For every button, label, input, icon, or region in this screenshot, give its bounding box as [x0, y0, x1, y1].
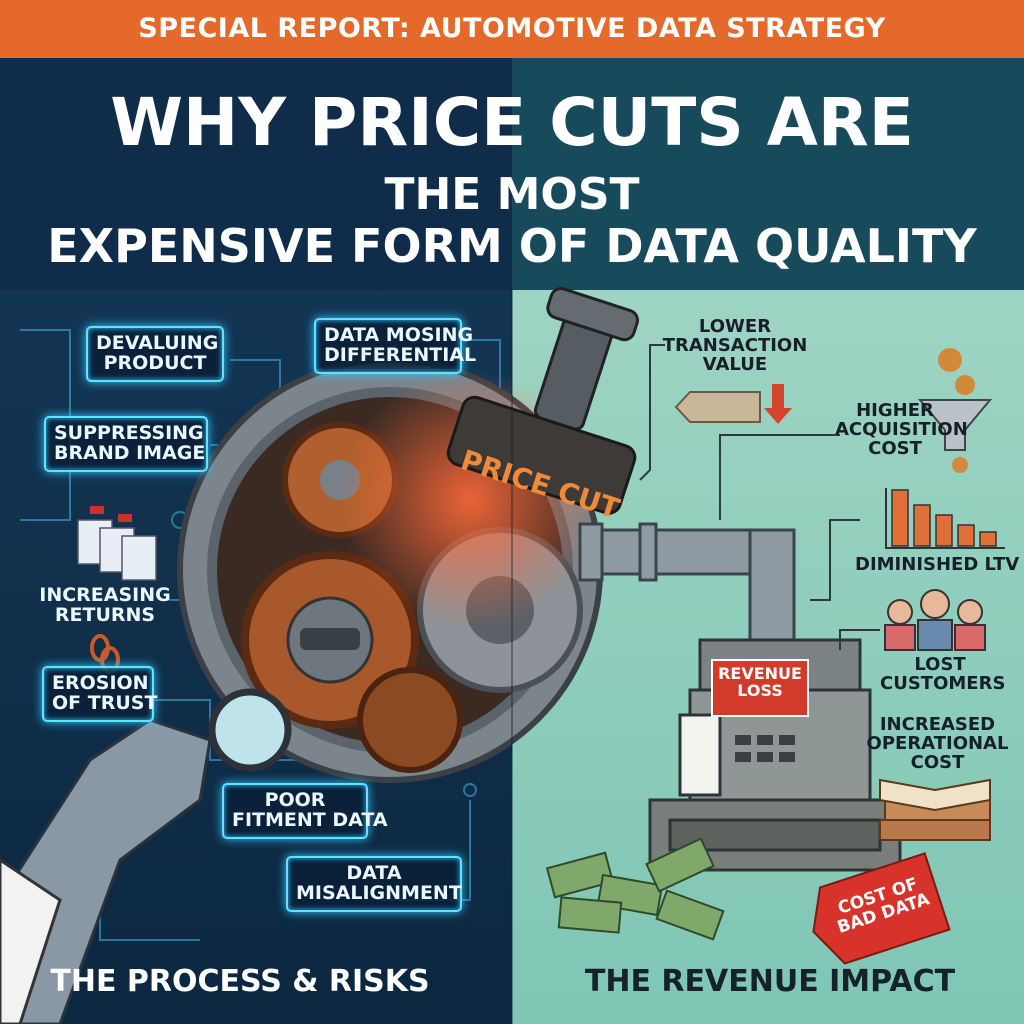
label-line: DIFFERENTIAL	[324, 343, 477, 366]
register-sign: REVENUE LOSS	[712, 664, 808, 700]
risk-label: DEVALUING PRODUCT	[86, 326, 224, 382]
label-line: CUSTOMERS	[880, 672, 1006, 694]
risk-label: SUPPRESSING BRAND IMAGE	[44, 416, 208, 472]
risk-label: EROSION OF TRUST	[42, 666, 158, 722]
label-line: INCREASING	[39, 584, 171, 606]
title-line: WHY PRICE CUTS ARE	[110, 84, 914, 161]
label-line: MISALIGNMENT	[296, 881, 462, 904]
impact-label: HIGHER ACQUISITION COST	[835, 400, 968, 459]
label-line: INCREASED	[879, 714, 996, 735]
label-line: TRANSACTION	[662, 334, 808, 356]
label-line: OPERATIONAL	[866, 732, 1009, 754]
label-line: COST	[910, 751, 965, 773]
label-line: SUPPRESSING	[54, 422, 204, 444]
impact-label: INCREASED OPERATIONAL COST	[865, 714, 1010, 773]
section-heading: THE PROCESS & RISKS	[50, 964, 430, 999]
label-line: DIMINISHED LTV	[855, 554, 1020, 575]
label-line: FITMENT DATA	[232, 808, 388, 831]
label-line: VALUE	[702, 353, 768, 375]
label-line: LOST	[914, 654, 966, 675]
label-line: RETURNS	[54, 603, 156, 626]
label-line: PRODUCT	[103, 351, 207, 374]
label-line: ACQUISITION	[835, 418, 968, 440]
label-line: BRAND IMAGE	[54, 441, 206, 464]
label-line: DEVALUING	[96, 332, 219, 354]
risk-label: DATA MISALIGNMENT	[286, 856, 462, 912]
section-heading: THE REVENUE IMPACT	[584, 964, 956, 999]
impact-label: LOST CUSTOMERS	[880, 654, 1006, 694]
title-line: THE MOST	[384, 169, 640, 220]
label-line: DATA MOSING	[324, 324, 474, 346]
label-line: DATA	[346, 862, 402, 884]
title-line: EXPENSIVE FORM OF DATA QUALITY	[47, 219, 977, 273]
risk-label: INCREASING RETURNS	[30, 584, 180, 626]
label-line: LOWER	[698, 316, 772, 337]
risk-label: POOR FITMENT DATA	[222, 783, 388, 839]
banner: SPECIAL REPORT: AUTOMOTIVE DATA STRATEGY	[138, 13, 886, 44]
risk-label: DATA MOSING DIFFERENTIAL	[314, 318, 477, 374]
label-line: HIGHER	[856, 400, 934, 421]
impact-label: DIMINISHED LTV	[855, 554, 1020, 575]
label-line: EROSION	[52, 672, 149, 694]
impact-label: LOWER TRANSACTION VALUE	[660, 316, 810, 375]
label-line: POOR	[264, 789, 326, 811]
label-line: OF TRUST	[52, 691, 158, 714]
label-line: REVENUE	[718, 664, 802, 683]
label-line: LOSS	[737, 680, 783, 700]
label-line: COST	[868, 437, 922, 459]
